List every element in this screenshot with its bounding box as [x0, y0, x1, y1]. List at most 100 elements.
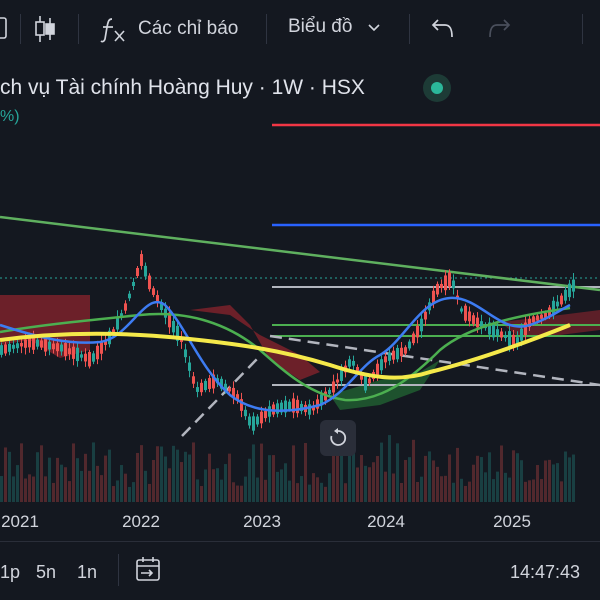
candlestick-icon	[35, 16, 55, 42]
volume-bar	[256, 477, 259, 502]
candle-body	[544, 312, 547, 318]
candle-body	[64, 343, 67, 357]
candle-body	[172, 320, 175, 333]
candle-body	[496, 329, 499, 336]
partial-toolbar-button[interactable]	[0, 16, 10, 40]
goto-date-button[interactable]	[135, 556, 163, 589]
chart-type-dropdown[interactable]: Biểu đồ	[288, 16, 382, 38]
volume-bar	[124, 473, 127, 502]
volume-bar	[92, 442, 95, 502]
reset-chart-button[interactable]	[320, 420, 356, 456]
candle-body	[352, 360, 355, 366]
candle-body	[36, 339, 39, 347]
volume-bar	[428, 451, 431, 502]
volume-bar	[532, 479, 535, 502]
toolbar-separator	[409, 14, 410, 44]
volume-bar	[208, 453, 211, 502]
candle-body	[464, 305, 467, 321]
volume-bar	[28, 474, 31, 502]
volume-bar	[120, 465, 123, 502]
candle-body	[244, 409, 247, 417]
candle-body	[76, 347, 79, 362]
volume-bar	[344, 483, 347, 502]
range-5n-button[interactable]: 5n	[36, 562, 57, 582]
market-status-dot	[423, 74, 451, 102]
undo-icon	[431, 19, 453, 38]
volume-bars	[0, 430, 575, 502]
volume-bar	[296, 483, 299, 502]
volume-bar	[336, 442, 339, 502]
volume-bar	[72, 443, 75, 502]
volume-bar	[180, 462, 183, 502]
candle-body	[32, 334, 35, 350]
volume-bar	[152, 459, 155, 502]
candle-body	[224, 383, 227, 390]
candle-body	[376, 363, 379, 377]
volume-bar	[12, 476, 15, 502]
time-axis[interactable]: 2021 2022 2023 2024 2025	[0, 512, 600, 536]
candle-body	[248, 416, 251, 426]
volume-bar	[128, 486, 131, 502]
volume-bar	[360, 455, 363, 502]
chart-style-button[interactable]	[34, 14, 56, 44]
x-tick-label: 2023	[243, 512, 281, 531]
price-chart[interactable]	[0, 110, 600, 510]
candle-body	[340, 368, 343, 382]
candle-body	[204, 380, 207, 391]
undo-button[interactable]	[430, 17, 456, 39]
volume-bar	[264, 479, 267, 502]
volume-bar	[368, 467, 371, 502]
chart-type-label: Biểu đồ	[288, 16, 353, 37]
candle-body	[156, 295, 159, 303]
candle-body	[196, 387, 199, 392]
volume-bar	[184, 451, 187, 502]
candle-body	[176, 325, 179, 341]
volume-bar	[328, 473, 331, 502]
candle-body	[520, 328, 523, 341]
symbol-legend-title[interactable]: ch vụ Tài chính Hoàng Huy · 1W · HSX	[0, 76, 365, 99]
candle-body	[460, 308, 463, 312]
candle-body	[504, 334, 507, 339]
indicators-button[interactable]: Các chỉ báo	[100, 15, 238, 43]
range-1n-button[interactable]: 1n	[77, 562, 98, 582]
candle-body	[232, 387, 235, 398]
volume-bar	[32, 476, 35, 502]
volume-bar	[60, 464, 63, 502]
candle-body	[432, 290, 435, 304]
candle-body	[80, 354, 83, 358]
candle-body	[220, 378, 223, 389]
volume-bar	[156, 446, 159, 502]
candle-body	[412, 333, 415, 344]
volume-bar	[352, 444, 355, 502]
volume-bar	[456, 447, 459, 502]
volume-bar	[248, 458, 251, 502]
candle-body	[348, 359, 351, 367]
volume-bar	[20, 443, 23, 502]
volume-bar	[436, 466, 439, 502]
volume-bar	[472, 464, 475, 502]
volume-bar	[508, 477, 511, 502]
volume-bar	[416, 481, 419, 502]
volume-bar	[332, 447, 335, 502]
candle-body	[132, 281, 135, 287]
volume-bar	[540, 479, 543, 502]
candle-body	[572, 279, 575, 292]
volume-bar	[320, 482, 323, 502]
candle-body	[512, 334, 515, 347]
volume-bar	[412, 439, 415, 502]
candle-body	[564, 289, 567, 301]
volume-bar	[552, 464, 555, 502]
redo-button[interactable]	[486, 17, 512, 39]
volume-bar	[548, 459, 551, 502]
volume-bar	[40, 445, 43, 502]
volume-bar	[112, 486, 115, 502]
candle-body	[148, 275, 151, 290]
candle-body	[320, 394, 323, 406]
candle-body	[108, 330, 111, 345]
volume-bar	[372, 462, 375, 502]
range-1p-button[interactable]: 1p	[0, 562, 21, 582]
candle-body	[380, 359, 383, 371]
volume-bar	[424, 455, 427, 502]
candle-body	[28, 337, 31, 348]
x-tick-label: 2021	[1, 512, 39, 531]
